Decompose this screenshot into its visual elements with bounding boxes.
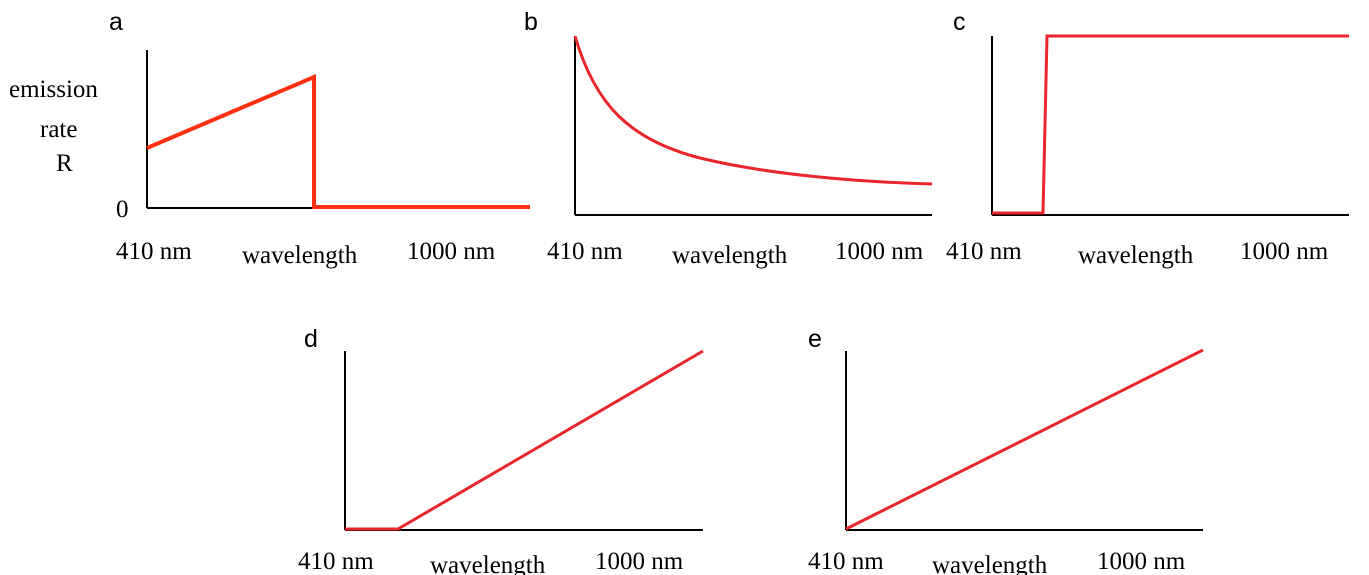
x-start-label-a: 410 nm (116, 238, 192, 265)
panel-a: a emission rate R 0 410 nm wavelength 10… (9, 8, 530, 269)
x-mid-label-c: wavelength (1078, 242, 1194, 269)
panel-label-e: e (808, 325, 822, 353)
x-mid-label-d: wavelength (430, 552, 546, 575)
x-mid-label-e: wavelength (932, 552, 1048, 575)
y-axis-label-line-2: rate (40, 116, 77, 143)
y-zero-label: 0 (116, 196, 129, 223)
emission-curve-a (146, 73, 530, 209)
x-end-label-b: 1000 nm (835, 238, 924, 265)
panel-c: c 410 nm wavelength 1000 nm (946, 8, 1349, 269)
x-mid-label-b: wavelength (672, 242, 788, 269)
x-end-label-d: 1000 nm (595, 548, 684, 575)
emission-curve-d (345, 349, 704, 531)
emission-curve-b (573, 35, 933, 186)
x-end-label-c: 1000 nm (1240, 238, 1329, 265)
panel-d: d 410 nm wavelength 1000 nm (298, 325, 704, 575)
emission-curve-e (845, 348, 1204, 531)
x-start-label-e: 410 nm (808, 548, 884, 575)
x-start-label-c: 410 nm (946, 238, 1022, 265)
emission-curve-c (992, 34, 1349, 215)
x-end-label-a: 1000 nm (407, 238, 496, 265)
panel-b: b 410 nm wavelength 1000 nm (524, 8, 933, 269)
x-start-label-b: 410 nm (547, 238, 623, 265)
panel-label-c: c (953, 8, 966, 36)
panel-e: e 410 nm wavelength 1000 nm (808, 325, 1204, 575)
x-start-label-d: 410 nm (298, 548, 374, 575)
panel-label-d: d (304, 325, 318, 353)
panel-label-b: b (524, 8, 538, 36)
x-mid-label-a: wavelength (242, 242, 358, 269)
y-axis-label-line-1: emission (9, 76, 98, 103)
x-end-label-e: 1000 nm (1097, 548, 1186, 575)
panel-label-a: a (109, 8, 123, 36)
y-axis-label-line-3: R (56, 150, 73, 177)
